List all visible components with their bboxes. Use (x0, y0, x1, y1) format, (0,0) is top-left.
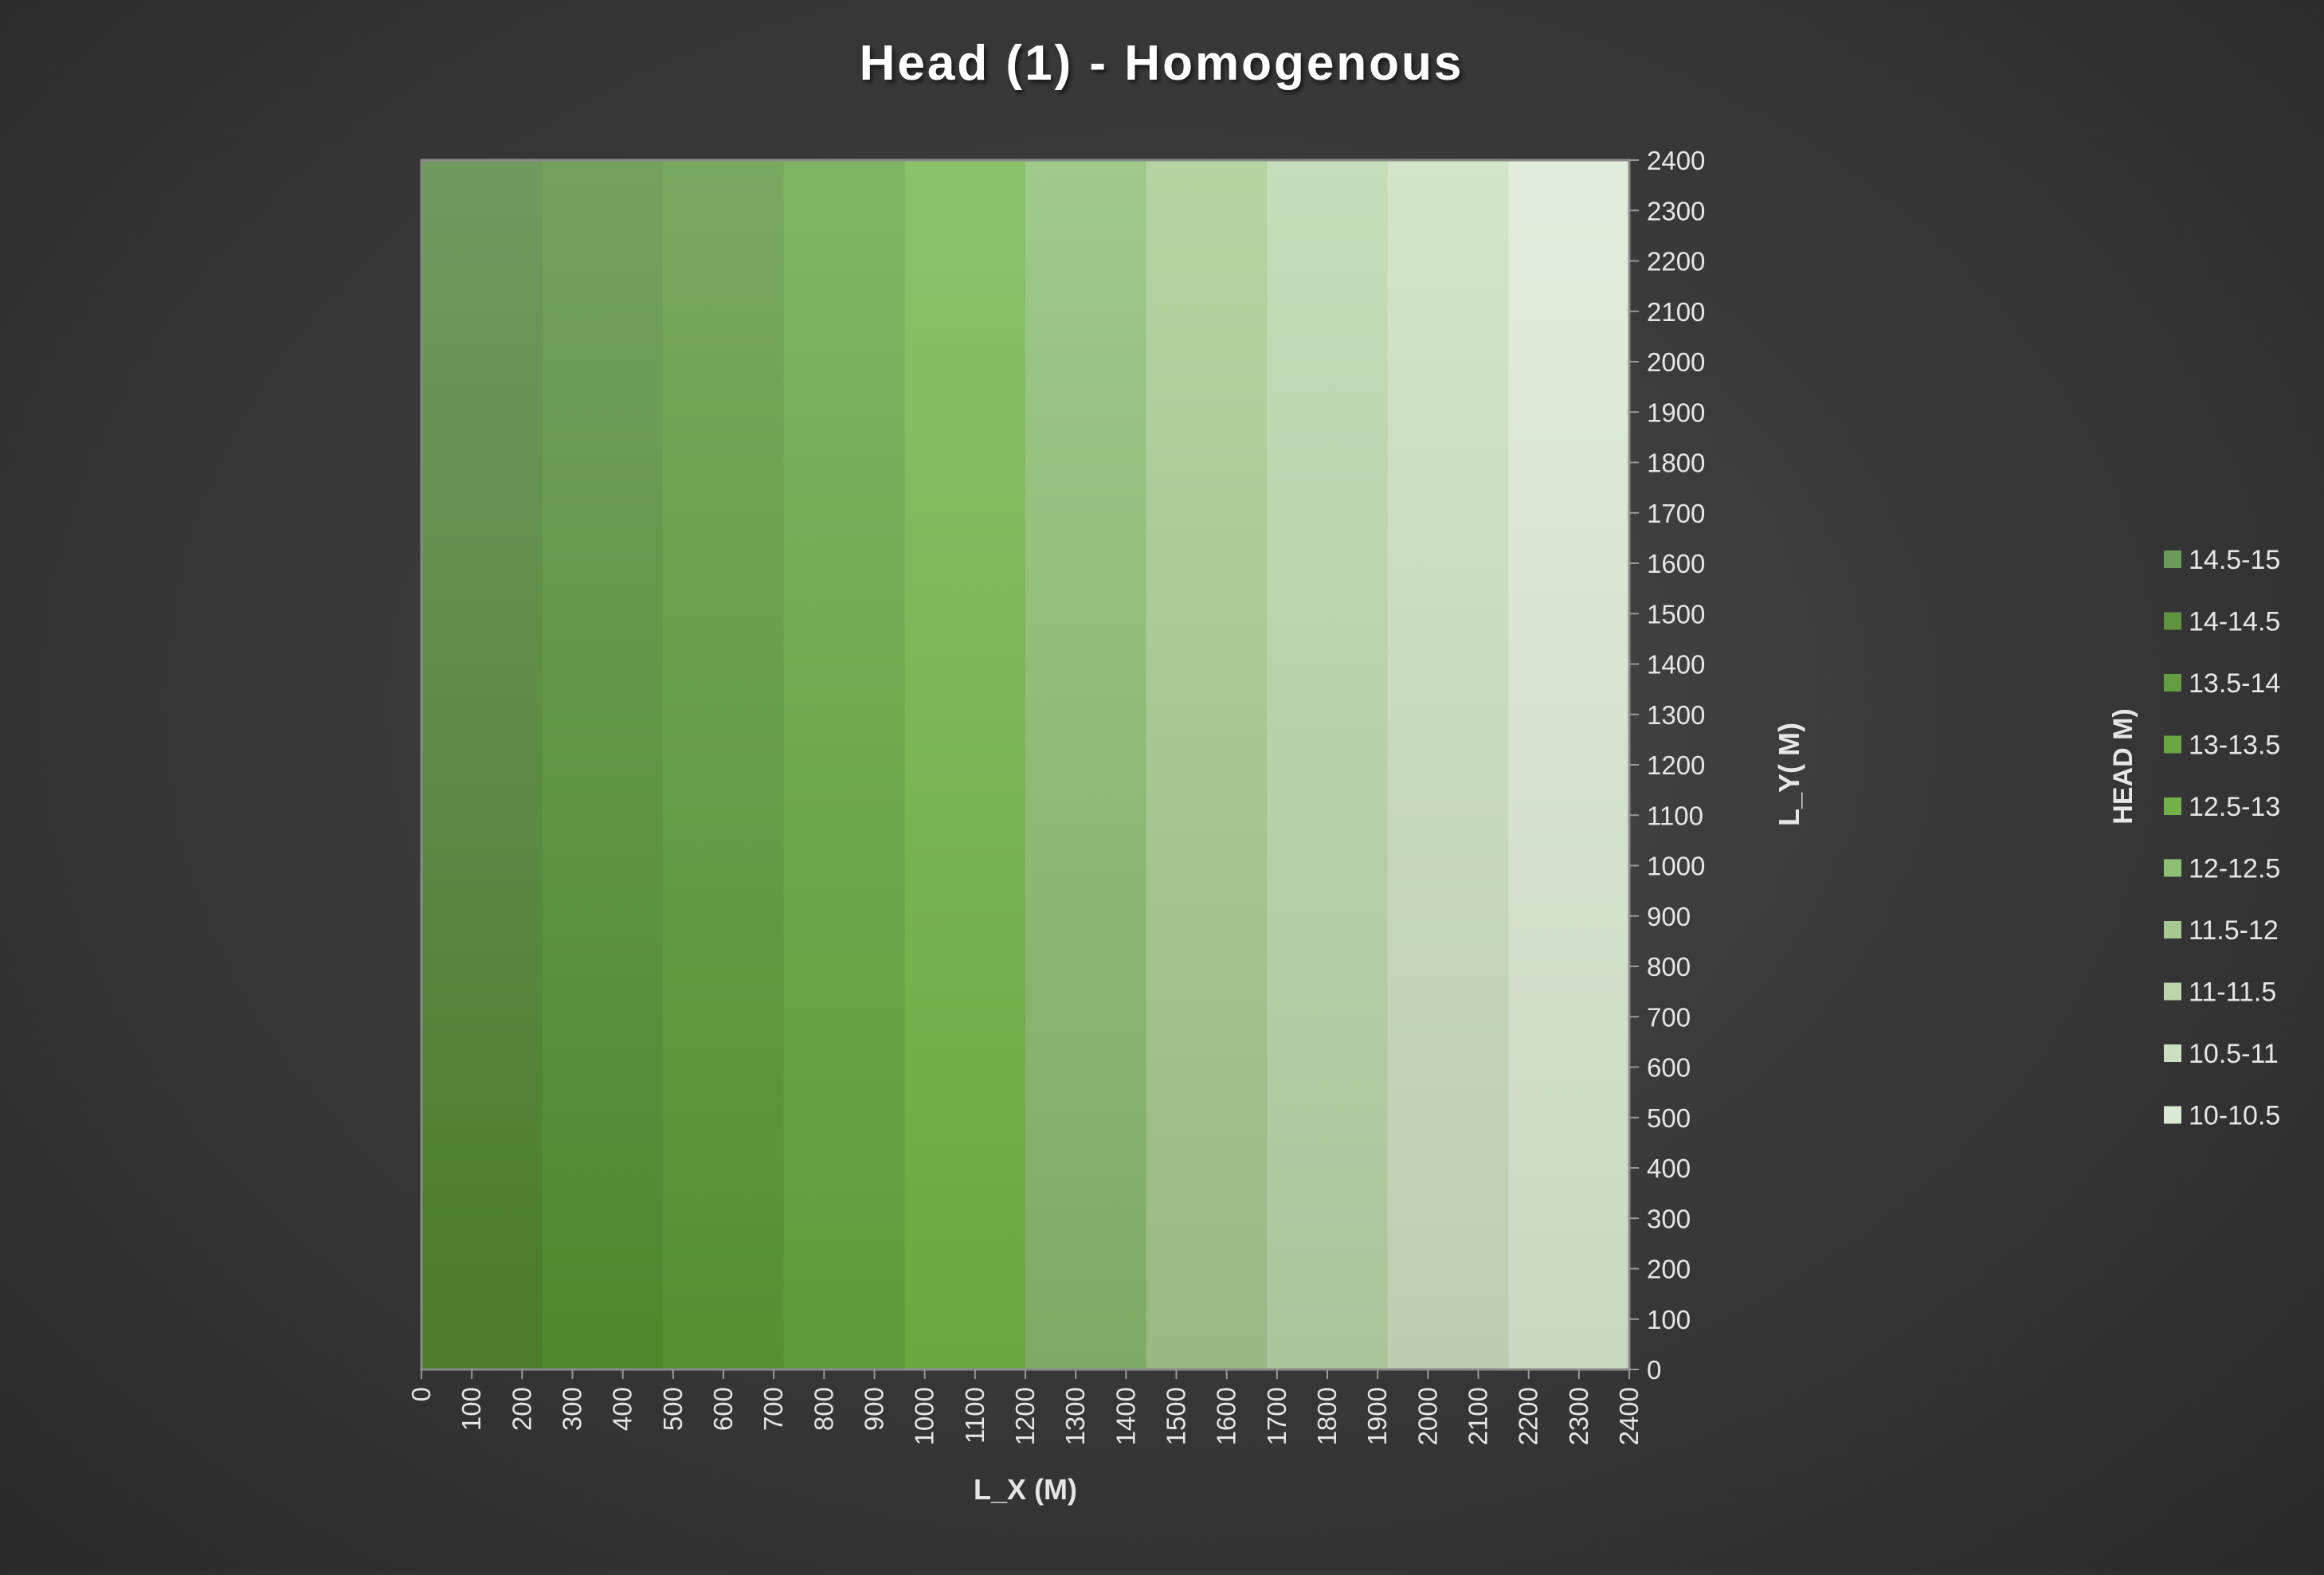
y-tick-label: 0 (1647, 1355, 1661, 1385)
legend-label: 13.5-14 (2189, 668, 2280, 699)
y-tick-label: 900 (1647, 902, 1691, 931)
heatmap-bands (421, 160, 1630, 1369)
x-axis-title: L_X (M) (974, 1473, 1077, 1506)
legend-label: 14.5-15 (2189, 545, 2280, 575)
x-axis: 0 100 200 300 400 500 600 700 800 900 1000 1100 1200… (406, 1369, 1644, 1445)
x-tick-label: 1800 (1312, 1387, 1342, 1445)
heatmap-band-14-14.5 (542, 160, 664, 1369)
legend-label: 10-10.5 (2189, 1101, 2280, 1131)
chart-title: Head (1) - Homogenous (860, 36, 1464, 91)
heatmap-band-13.5-14 (663, 160, 785, 1369)
heatmap-band-12.5-13 (904, 160, 1026, 1369)
y-tick-label: 1200 (1647, 750, 1705, 780)
y-tick-label: 300 (1647, 1204, 1691, 1233)
y-tick-label: 1300 (1647, 700, 1705, 730)
legend-swatch (2164, 921, 2181, 938)
heatmap-band-11-11.5 (1267, 160, 1389, 1369)
x-tick-label: 500 (658, 1387, 688, 1431)
legend-swatch (2164, 797, 2181, 815)
y-tick-label: 1800 (1647, 449, 1705, 478)
x-tick-label: 2000 (1413, 1387, 1442, 1445)
heatmap-band-12-12.5 (1025, 160, 1147, 1369)
legend-swatch (2164, 1044, 2181, 1062)
legend-swatch (2164, 612, 2181, 630)
x-tick-label: 1000 (910, 1387, 939, 1445)
heatmap-band-13-13.5 (783, 160, 905, 1369)
y-tick-label: 1500 (1647, 599, 1705, 629)
x-tick-label: 400 (608, 1387, 637, 1431)
x-tick-label: 1500 (1162, 1387, 1191, 1445)
x-tick-label: 900 (860, 1387, 889, 1431)
legend: 14.5-15 14-14.5 13.5-14 13-13.5 12.5-13 12-12… (2164, 545, 2280, 1131)
x-tick-label: 200 (507, 1387, 536, 1431)
x-tick-label: 1400 (1111, 1387, 1140, 1445)
x-tick-label: 0 (406, 1387, 436, 1401)
y-tick-label: 1100 (1647, 801, 1703, 830)
y-tick-label: 400 (1647, 1154, 1691, 1183)
y-tick-label: 500 (1647, 1103, 1691, 1133)
legend-label: 13-13.5 (2189, 731, 2280, 761)
y-tick-label: 1700 (1647, 499, 1705, 528)
y-tick-label: 1900 (1647, 398, 1705, 427)
y-axis: 0 100 200 300 400 500 600 700 800 900 1000 1100 1200… (1629, 146, 1705, 1385)
x-tick-label: 1600 (1212, 1387, 1241, 1445)
y-tick-label: 2000 (1647, 347, 1705, 377)
y-tick-label: 700 (1647, 1002, 1691, 1032)
y-tick-label: 2400 (1647, 146, 1705, 175)
legend-swatch (2164, 1106, 2181, 1124)
y-tick-label: 2100 (1647, 297, 1705, 327)
y-tick-label: 1400 (1647, 650, 1705, 680)
x-tick-label: 800 (809, 1387, 838, 1431)
legend-label: 11.5-12 (2189, 915, 2279, 946)
legend-swatch (2164, 982, 2181, 1001)
y-tick-label: 2200 (1647, 247, 1705, 276)
heatmap-band-10.5-11 (1387, 160, 1509, 1369)
y-tick-label: 600 (1647, 1053, 1691, 1083)
legend-title: HEAD M) (2108, 708, 2138, 824)
x-tick-label: 2100 (1464, 1387, 1493, 1445)
x-tick-label: 2400 (1614, 1387, 1644, 1445)
x-tick-label: 1200 (1010, 1387, 1040, 1445)
x-tick-label: 700 (758, 1387, 788, 1431)
legend-label: 12-12.5 (2189, 854, 2280, 884)
legend-label: 10.5-11 (2189, 1039, 2279, 1069)
y-tick-label: 200 (1647, 1255, 1691, 1284)
x-tick-label: 1700 (1262, 1387, 1291, 1445)
y-tick-label: 2300 (1647, 196, 1705, 225)
heatmap-band-11.5-12 (1146, 160, 1268, 1369)
legend-label: 14-14.5 (2189, 607, 2280, 637)
x-tick-label: 1900 (1362, 1387, 1392, 1445)
heatmap-band-14.5-15 (421, 160, 543, 1369)
x-tick-label: 300 (558, 1387, 587, 1431)
heatmap-band-10-10.5 (1508, 160, 1630, 1369)
legend-swatch (2164, 735, 2181, 754)
y-axis-title: L_Y( M) (1773, 723, 1805, 826)
legend-label: 11-11.5 (2189, 978, 2276, 1008)
y-tick-label: 100 (1647, 1305, 1691, 1334)
x-tick-label: 100 (457, 1387, 486, 1431)
y-tick-label: 800 (1647, 952, 1691, 981)
x-tick-label: 2300 (1564, 1387, 1593, 1445)
y-tick-label: 1600 (1647, 549, 1705, 578)
x-tick-label: 2200 (1514, 1387, 1543, 1445)
x-tick-label: 1100 (960, 1387, 990, 1444)
x-tick-label: 600 (708, 1387, 738, 1431)
legend-swatch (2164, 859, 2181, 877)
x-tick-label: 1300 (1060, 1387, 1090, 1445)
legend-swatch (2164, 674, 2181, 692)
legend-label: 12.5-13 (2189, 792, 2280, 822)
y-tick-label: 1000 (1647, 852, 1705, 881)
legend-swatch (2164, 550, 2181, 568)
